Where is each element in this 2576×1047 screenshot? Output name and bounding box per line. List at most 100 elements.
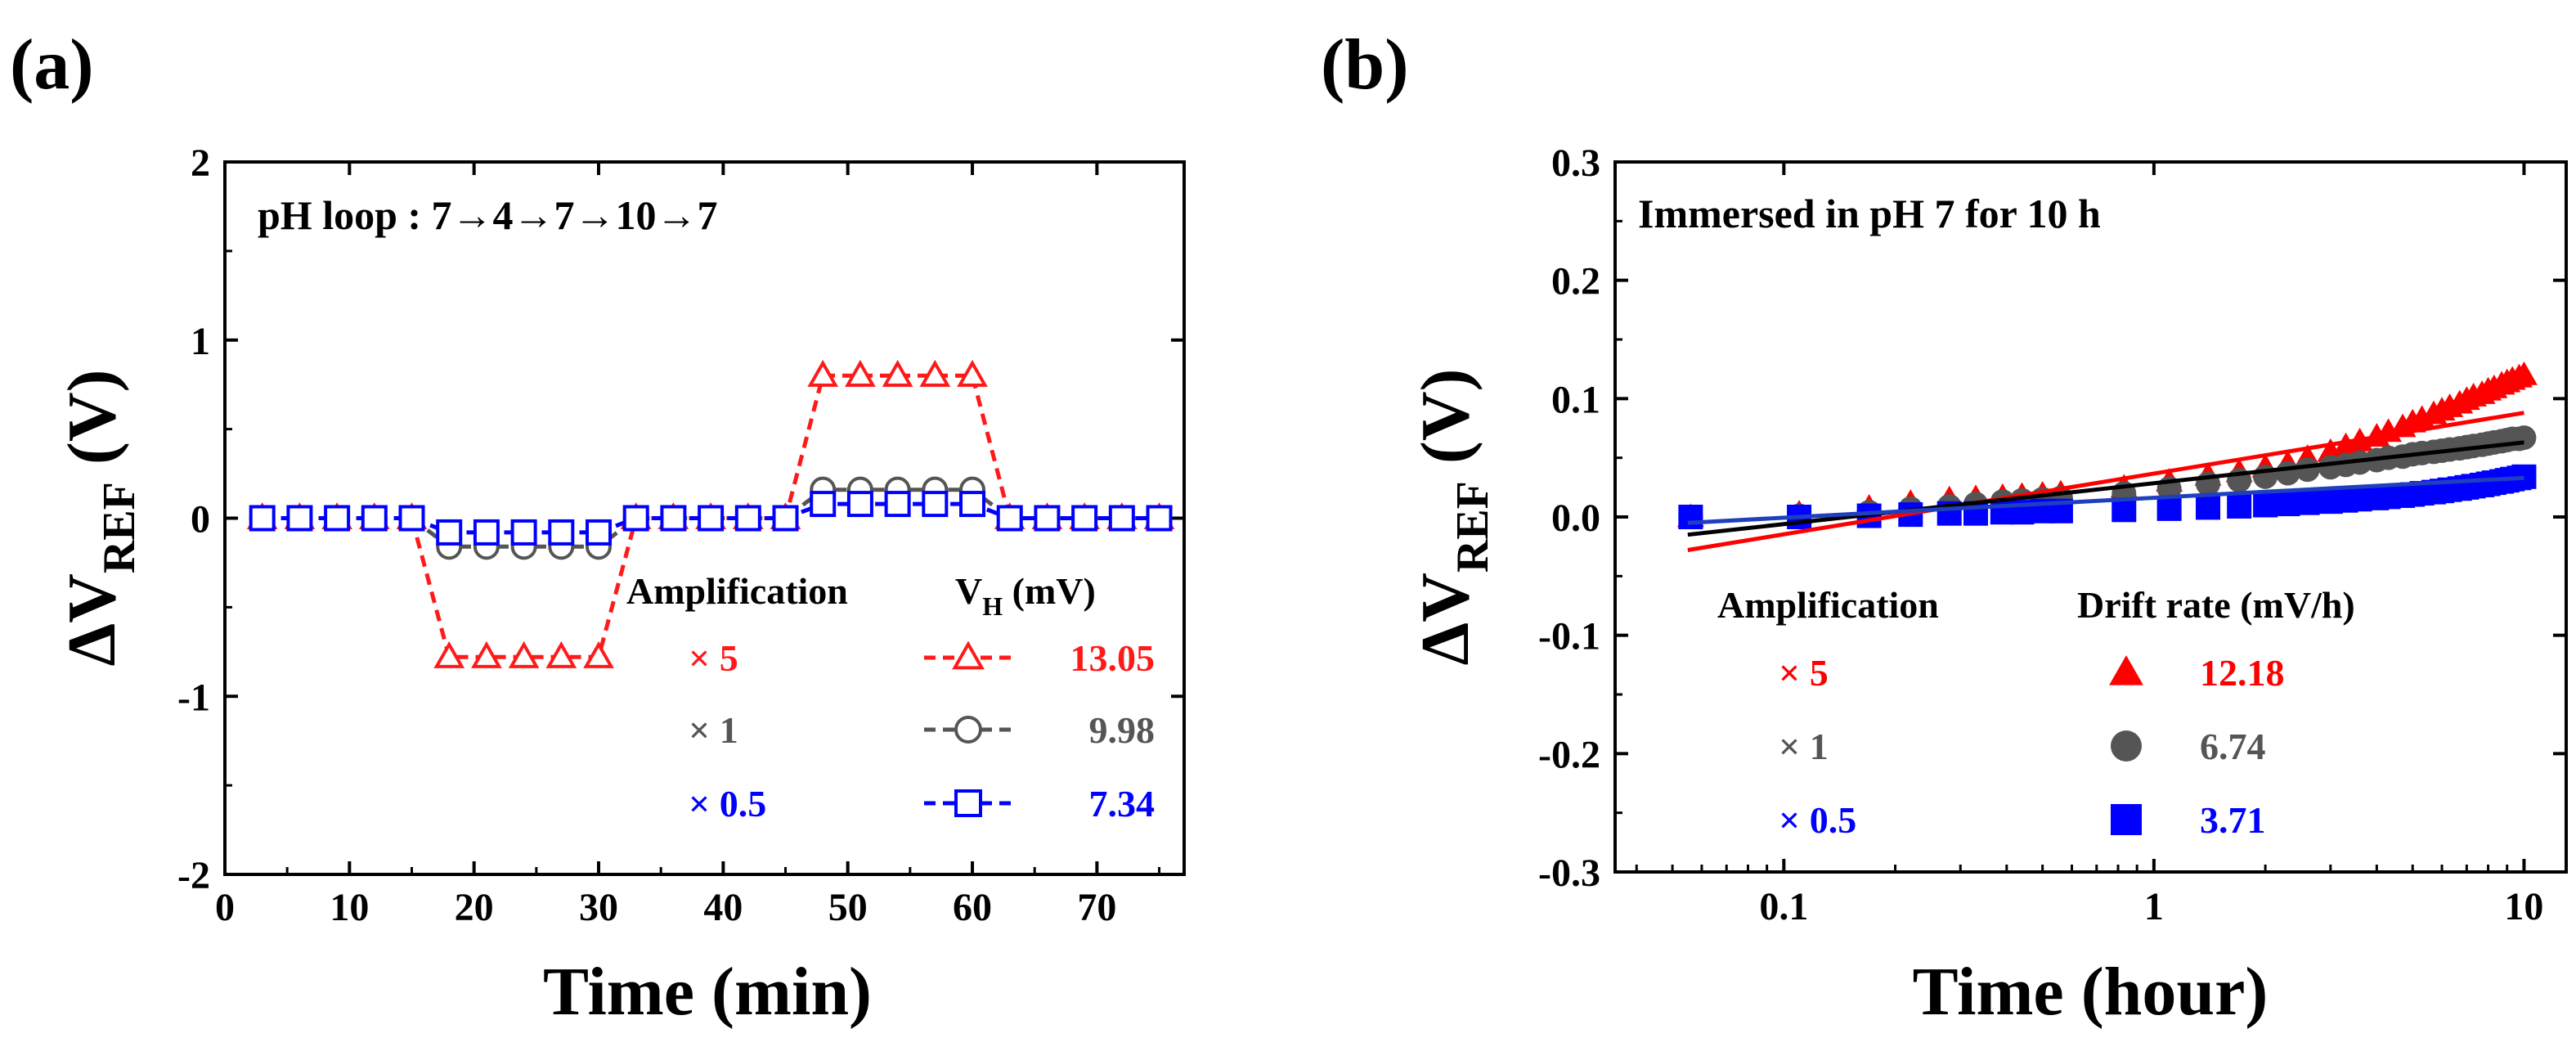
panel-b-legend: × 5 12.18 × 1 6.74 × 0.5 3.71 [1779,652,2285,841]
y-tick-label: -2 [177,854,210,897]
panel-b-fit-lines [1687,411,2524,552]
x-tick-label: 10 [2504,885,2543,928]
panel-b-legend-header-left: Amplification [1717,584,1939,626]
legend-label: × 1 [1779,726,1829,767]
data-point [734,505,761,532]
panel-a-y-axis-title: ΔVREF (V) [54,370,145,667]
y-tick-label: -0.3 [1538,852,1600,895]
data-point [1108,505,1135,532]
data-point [545,640,577,668]
legend-value: 6.74 [2200,726,2266,767]
data-point [436,519,463,546]
data-point [959,491,986,518]
data-point [1034,505,1061,532]
data-point [286,505,313,532]
data-point [660,505,687,532]
panel-a-ticks: 0 10 20 30 40 50 60 70 -2 -1 0 1 2 [177,142,1184,929]
data-point [996,505,1023,532]
panel-b-legend-header-right: Drift rate (mV/h) [2077,584,2355,626]
panel-b-x-axis-title: Time (hour) [1913,954,2269,1030]
legend-value: 13.05 [1070,637,1156,679]
legend-marker [2111,730,2142,762]
data-point [845,359,876,387]
x-tick-label: 0.1 [1759,885,1808,928]
legend-value: 12.18 [2200,652,2285,694]
data-point [2196,495,2221,520]
y-tick-label: -1 [177,676,210,719]
data-point [398,505,425,532]
data-point [586,519,613,546]
legend-marker [954,716,982,744]
y-tick-label: 0 [191,498,210,541]
panel-a-label: (a) [10,25,94,105]
legend-marker [954,789,982,817]
y-tick-label: 0.1 [1551,378,1600,421]
data-point [2253,492,2278,518]
panel-b-ticks: 0.1 1 10 -0.3 -0.2 -0.1 0.0 0.1 0.2 0.3 [1538,142,2566,928]
data-point [2295,490,2320,515]
panel-a-plot-frame [223,160,1186,876]
data-point [1678,505,1703,529]
y-tick-label: 0.2 [1551,260,1600,303]
panel-a-legend: × 5 13.05 × 1 9.98 × 0.5 7.34 [689,637,1155,825]
data-point [433,640,465,668]
x-tick-label: 1 [2144,885,2164,928]
data-point [1071,505,1098,532]
data-point [471,640,502,668]
y-tick-label: 2 [191,142,210,185]
data-point [2295,457,2320,483]
panel-a: (a) 0 10 20 30 40 50 60 70 -2 -1 0 1 2 pH loop : 7→4… [10,25,1186,1030]
data-point [882,359,913,387]
x-tick-label: 20 [455,886,494,929]
panel-b-annotation: Immersed in pH 7 for 10 h [1638,191,2101,236]
legend-label: × 5 [689,637,738,679]
x-tick-label: 50 [828,886,868,929]
x-tick-label: 70 [1077,886,1116,929]
legend-value: 9.98 [1089,709,1156,751]
fit-line-2 [1687,475,2524,525]
data-point [583,640,614,668]
panel-b-label: (b) [1321,25,1409,105]
panel-a-legend-header-right: VH (mV) [955,570,1096,621]
data-point [810,491,837,518]
data-point [919,359,951,387]
data-point [622,505,649,532]
data-point [698,505,725,532]
data-point [508,640,540,668]
legend-marker [952,640,985,670]
panel-b: (b) 0.1 1 10 -0.3 -0.2 -0.1 0.0 0.1 0.2 0.3 Immer… [1321,25,2568,1030]
data-point [2227,493,2252,519]
y-tick-label: 1 [191,320,210,363]
data-point [922,491,949,518]
data-point [807,359,839,387]
y-tick-label: 0.0 [1551,497,1600,540]
data-point [510,519,537,546]
legend-label: × 5 [1779,652,1829,694]
x-tick-label: 40 [703,886,743,929]
fit-line-1 [1687,440,2524,537]
legend-label: × 1 [689,709,738,751]
data-point [1146,505,1173,532]
data-point [957,359,988,387]
data-point [2510,361,2538,385]
data-point [2156,496,2182,521]
data-point [473,519,500,546]
panel-b-plot-frame [1613,160,2568,874]
data-point [361,505,388,532]
x-tick-label: 60 [953,886,992,929]
data-point [324,505,351,532]
data-point [548,519,575,546]
panel-a-points [246,359,1175,668]
data-point [846,491,873,518]
panel-a-annotation: pH loop : 7→4→7→10→7 [258,192,718,238]
x-tick-label: 30 [579,886,618,929]
data-point [249,505,276,532]
panel-b-points [1676,361,2538,529]
y-tick-label: 0.3 [1551,142,1600,185]
legend-label: × 0.5 [689,783,766,825]
legend-value: 7.34 [1089,783,1156,825]
data-point [772,505,799,532]
data-point [2317,438,2345,462]
x-tick-label: 0 [215,886,235,929]
